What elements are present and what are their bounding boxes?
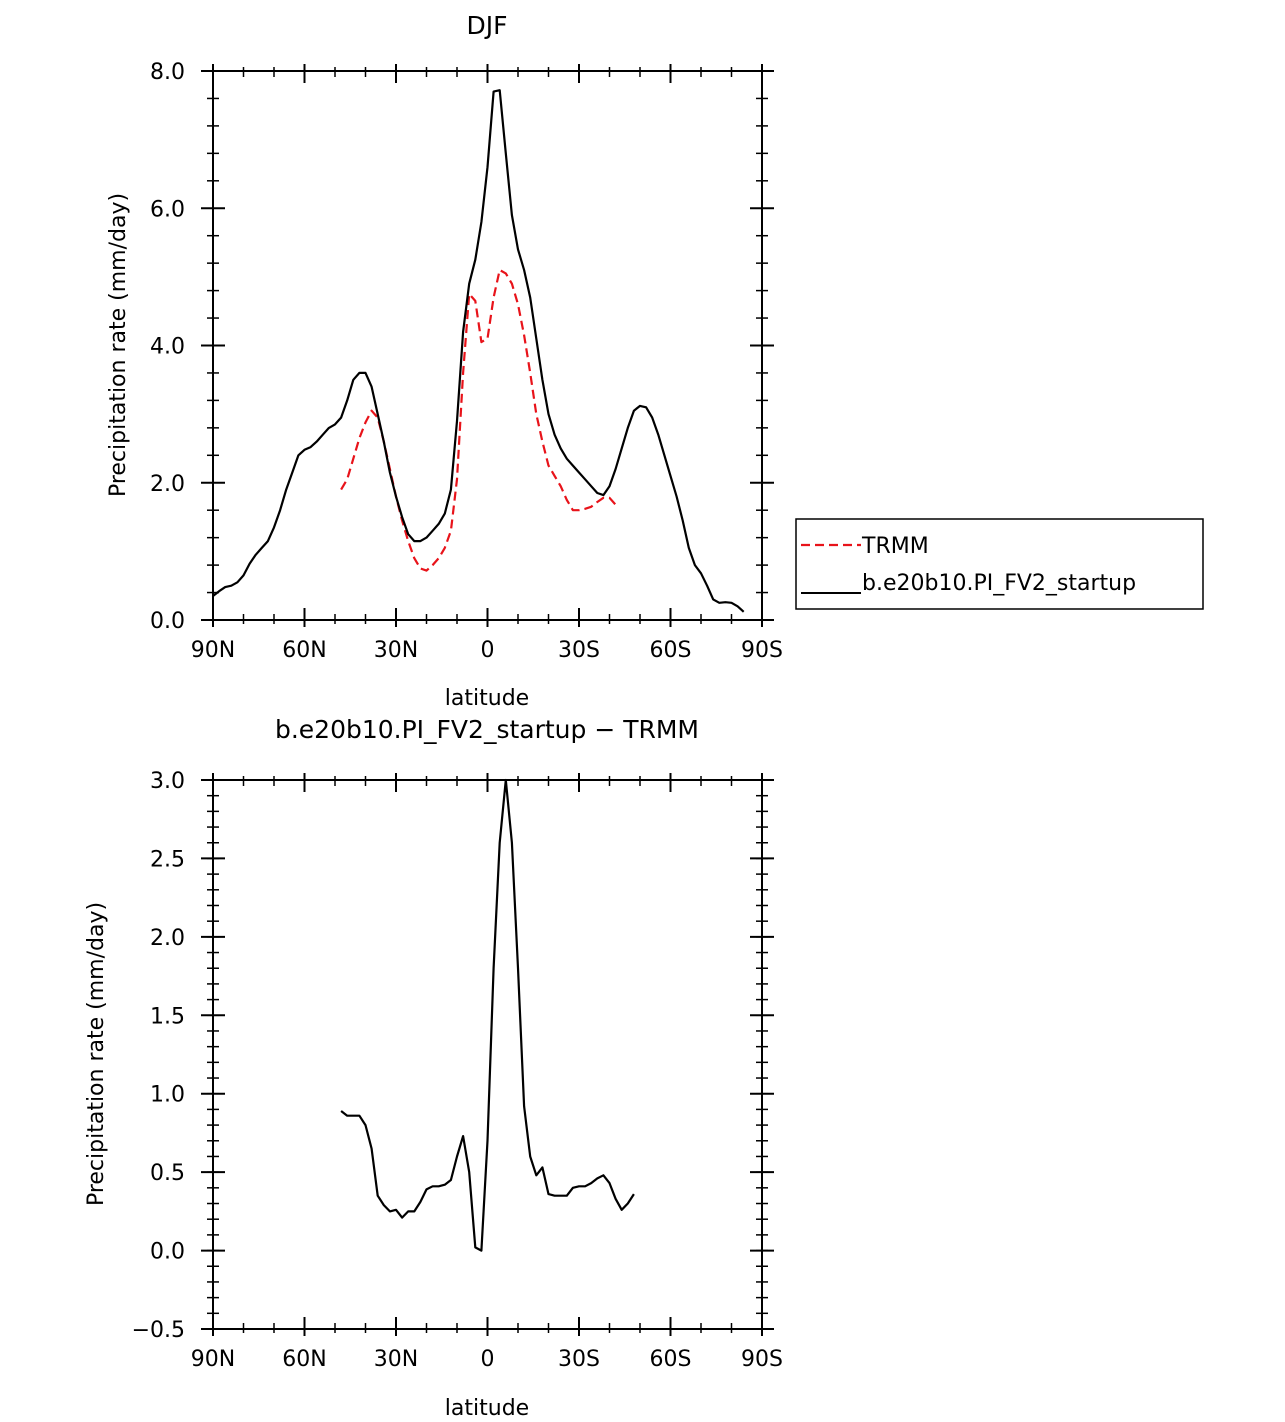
- bottom-chart-ylabel: Precipitation rate (mm/day): [84, 902, 109, 1206]
- top-chart-xlabel: latitude: [445, 686, 529, 711]
- bottom-chart-series: [340, 778, 635, 1252]
- legend: TRMM b.e20b10.PI_FV2_startup: [795, 518, 1204, 610]
- y-tick-label: 0.5: [150, 1161, 185, 1186]
- top-chart-title: DJF: [466, 11, 507, 40]
- x-tick-label: 30N: [374, 638, 418, 663]
- y-tick-label: 3.0: [150, 769, 185, 794]
- x-tick-label: 60N: [282, 638, 326, 663]
- x-tick-label: 30S: [558, 638, 600, 663]
- top-chart-frame: [212, 70, 763, 621]
- y-tick-label: 8.0: [150, 60, 185, 85]
- x-tick-label: 90S: [741, 1347, 783, 1372]
- top-chart-djf: DJF 90N 60N 30N 0 30S 60S 90S 0.0 2.0 4.0 6.0 8.0 l…: [106, 11, 783, 711]
- top-chart-tick-labels: 90N 60N 30N 0 30S 60S 90S 0.0 2.0 4.0 6.0 8.0: [150, 60, 783, 663]
- legend-label-trmm: TRMM: [861, 534, 929, 559]
- series-line-0: [340, 268, 617, 572]
- y-tick-label: 4.0: [150, 335, 185, 360]
- bottom-chart-frame: [212, 779, 763, 1330]
- top-chart-ticks: [201, 64, 774, 627]
- bottom-chart-xlabel: latitude: [445, 1396, 529, 1421]
- bottom-chart-tick-labels: 90N 60N 30N 0 30S 60S 90S −0.5 0.0 0.5 1.0 1.5 2.0 2.…: [132, 769, 783, 1372]
- y-tick-label: 6.0: [150, 197, 185, 222]
- legend-label-model: b.e20b10.PI_FV2_startup: [862, 571, 1136, 596]
- y-tick-label: −0.5: [132, 1318, 185, 1343]
- y-tick-label: 2.0: [150, 472, 185, 497]
- x-tick-label: 0: [481, 1347, 495, 1372]
- x-tick-label: 60S: [650, 638, 692, 663]
- x-tick-label: 0: [481, 638, 495, 663]
- bottom-chart-ticks: [201, 773, 774, 1336]
- x-tick-label: 30S: [558, 1347, 600, 1372]
- x-tick-label: 90S: [741, 638, 783, 663]
- bottom-chart-difference: b.e20b10.PI_FV2_startup − TRMM 90N 60N 30N…: [84, 715, 783, 1421]
- x-tick-label: 30N: [374, 1347, 418, 1372]
- x-tick-label: 60S: [650, 1347, 692, 1372]
- y-tick-label: 0.0: [150, 1240, 185, 1265]
- bottom-chart-title: b.e20b10.PI_FV2_startup − TRMM: [275, 715, 699, 744]
- x-tick-label: 90N: [191, 638, 235, 663]
- x-tick-label: 90N: [191, 1347, 235, 1372]
- legend-box: [795, 518, 1204, 610]
- top-chart-series: [212, 89, 745, 613]
- y-tick-label: 0.0: [150, 609, 185, 634]
- series-line-0: [340, 778, 635, 1252]
- y-tick-label: 1.0: [150, 1083, 185, 1108]
- x-tick-label: 60N: [282, 1347, 326, 1372]
- series-line-1: [212, 89, 745, 613]
- top-chart-ylabel: Precipitation rate (mm/day): [106, 193, 131, 497]
- y-tick-label: 2.0: [150, 926, 185, 951]
- y-tick-label: 1.5: [150, 1004, 185, 1029]
- y-tick-label: 2.5: [150, 847, 185, 872]
